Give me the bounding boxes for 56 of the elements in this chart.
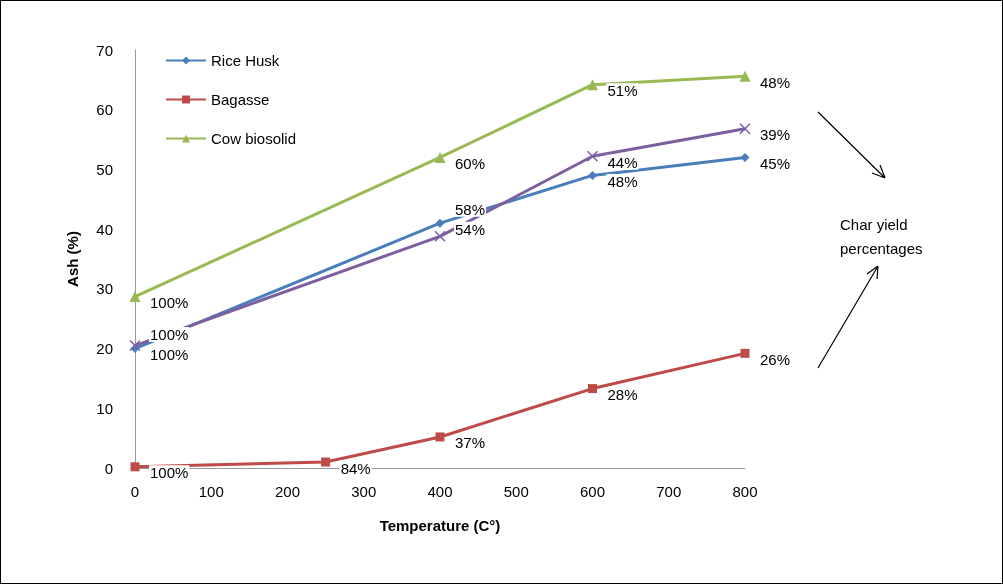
x-tick-label: 800 — [732, 483, 758, 500]
x-tick-label: 0 — [130, 483, 140, 500]
annotation: 48% — [760, 73, 791, 91]
point — [434, 230, 446, 243]
annotation: 100% — [150, 464, 189, 482]
legend-label: Bagasse — [211, 91, 270, 108]
annotation: 100% — [150, 326, 189, 344]
x-tick-label: 700 — [656, 483, 682, 500]
y-tick-label: 0 — [104, 459, 113, 477]
annotation: 84% — [340, 459, 371, 477]
annotation: 48% — [607, 172, 638, 190]
point — [435, 432, 445, 442]
point — [129, 339, 141, 352]
y-tick-label: 40 — [96, 220, 113, 238]
x-tick-label: 500 — [503, 483, 529, 500]
annotation: 28% — [607, 386, 638, 404]
x-tick-label: 300 — [351, 483, 377, 500]
point — [130, 462, 140, 472]
point — [587, 79, 598, 91]
x-tick-label: 400 — [427, 483, 453, 500]
x-tick-label: 100 — [198, 483, 224, 500]
point — [129, 291, 141, 303]
y-tick-label: 60 — [96, 101, 113, 119]
annotation: 58% — [455, 200, 486, 218]
annotation: 39% — [760, 126, 791, 144]
x-axis-title: Temperature (C°) — [379, 517, 501, 534]
point — [740, 348, 750, 358]
annotation: 37% — [455, 434, 486, 452]
y-tick-label: 70 — [96, 41, 113, 59]
annotation: 54% — [455, 220, 486, 238]
point — [740, 152, 750, 162]
y-tick-label: 10 — [96, 399, 113, 417]
point — [588, 384, 597, 394]
y-tick-label: 20 — [96, 340, 113, 358]
annotation: 60% — [455, 154, 486, 172]
annotation: 44% — [607, 153, 638, 171]
annotation: 45% — [760, 154, 791, 172]
point — [586, 150, 599, 163]
text: Char yield percentages — [840, 215, 923, 257]
x-tick-label: 600 — [579, 483, 606, 500]
point — [739, 70, 751, 82]
y-tick-label: 50 — [96, 160, 113, 178]
legend-label: Rice Husk — [211, 52, 280, 69]
y-tick-label: 30 — [96, 280, 113, 298]
point — [434, 151, 446, 163]
annotation: 26% — [760, 350, 791, 368]
point — [435, 218, 445, 228]
x-tick-label: 200 — [274, 483, 301, 500]
annotation: 100% — [150, 346, 189, 364]
point — [739, 123, 751, 135]
y-axis-title: Ash (%) — [64, 231, 81, 287]
legend-label: Cow biosolid — [211, 130, 297, 147]
annotation: 51% — [607, 82, 638, 100]
annotation: 100% — [150, 294, 189, 312]
point — [321, 457, 331, 467]
point — [588, 170, 597, 180]
